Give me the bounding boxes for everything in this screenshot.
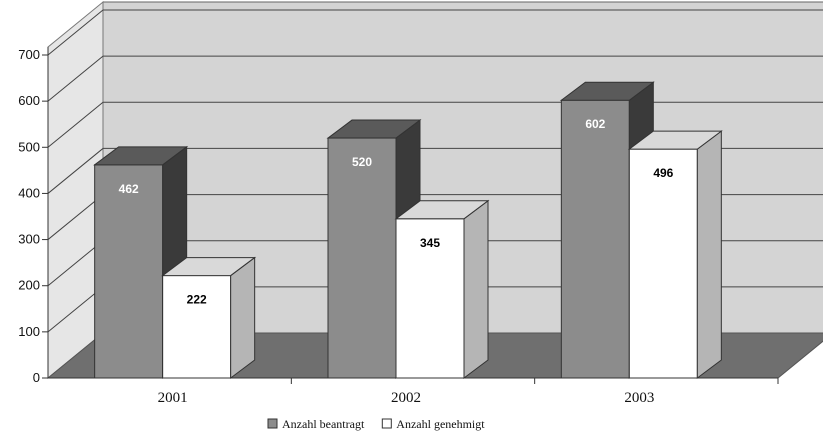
legend-label: Anzahl genehmigt xyxy=(396,417,485,431)
data-label: 602 xyxy=(585,117,605,131)
y-tick-label: 0 xyxy=(33,370,40,385)
y-axis: 0 100 200 300 400 500 600 700 xyxy=(18,47,49,385)
data-label: 496 xyxy=(653,166,673,180)
bar-2001-genehmigt: 222 xyxy=(161,256,257,379)
y-tick-label: 500 xyxy=(18,139,40,154)
gridline xyxy=(47,9,823,56)
bars: 462 222 520 345 602 496 xyxy=(93,81,723,379)
data-label: 345 xyxy=(420,236,440,250)
legend: Anzahl beantragt Anzahl genehmigt xyxy=(267,417,485,431)
legend-swatch xyxy=(267,418,278,429)
y-tick-label: 100 xyxy=(18,324,40,339)
x-tick-label: 2001 xyxy=(158,390,188,406)
bar-2002-genehmigt: 345 xyxy=(394,199,490,379)
data-label: 462 xyxy=(119,182,139,196)
y-tick-label: 400 xyxy=(18,185,40,200)
legend-item-genehmigt: Anzahl genehmigt xyxy=(381,417,485,431)
y-tick-label: 300 xyxy=(18,232,40,247)
x-tick-label: 2003 xyxy=(624,390,654,406)
legend-swatch xyxy=(381,418,392,429)
bar-2003-genehmigt: 496 xyxy=(627,130,723,379)
y-tick-label: 600 xyxy=(18,93,40,108)
data-label: 520 xyxy=(352,155,372,169)
y-tick-label: 700 xyxy=(18,47,40,62)
x-tick-label: 2002 xyxy=(391,390,421,406)
gridline xyxy=(47,55,823,102)
data-label: 222 xyxy=(187,293,207,307)
y-tick-label: 200 xyxy=(18,278,40,293)
legend-label: Anzahl beantragt xyxy=(282,417,365,431)
legend-item-beantragt: Anzahl beantragt xyxy=(267,417,365,431)
x-axis: 2001 2002 2003 xyxy=(48,377,779,406)
